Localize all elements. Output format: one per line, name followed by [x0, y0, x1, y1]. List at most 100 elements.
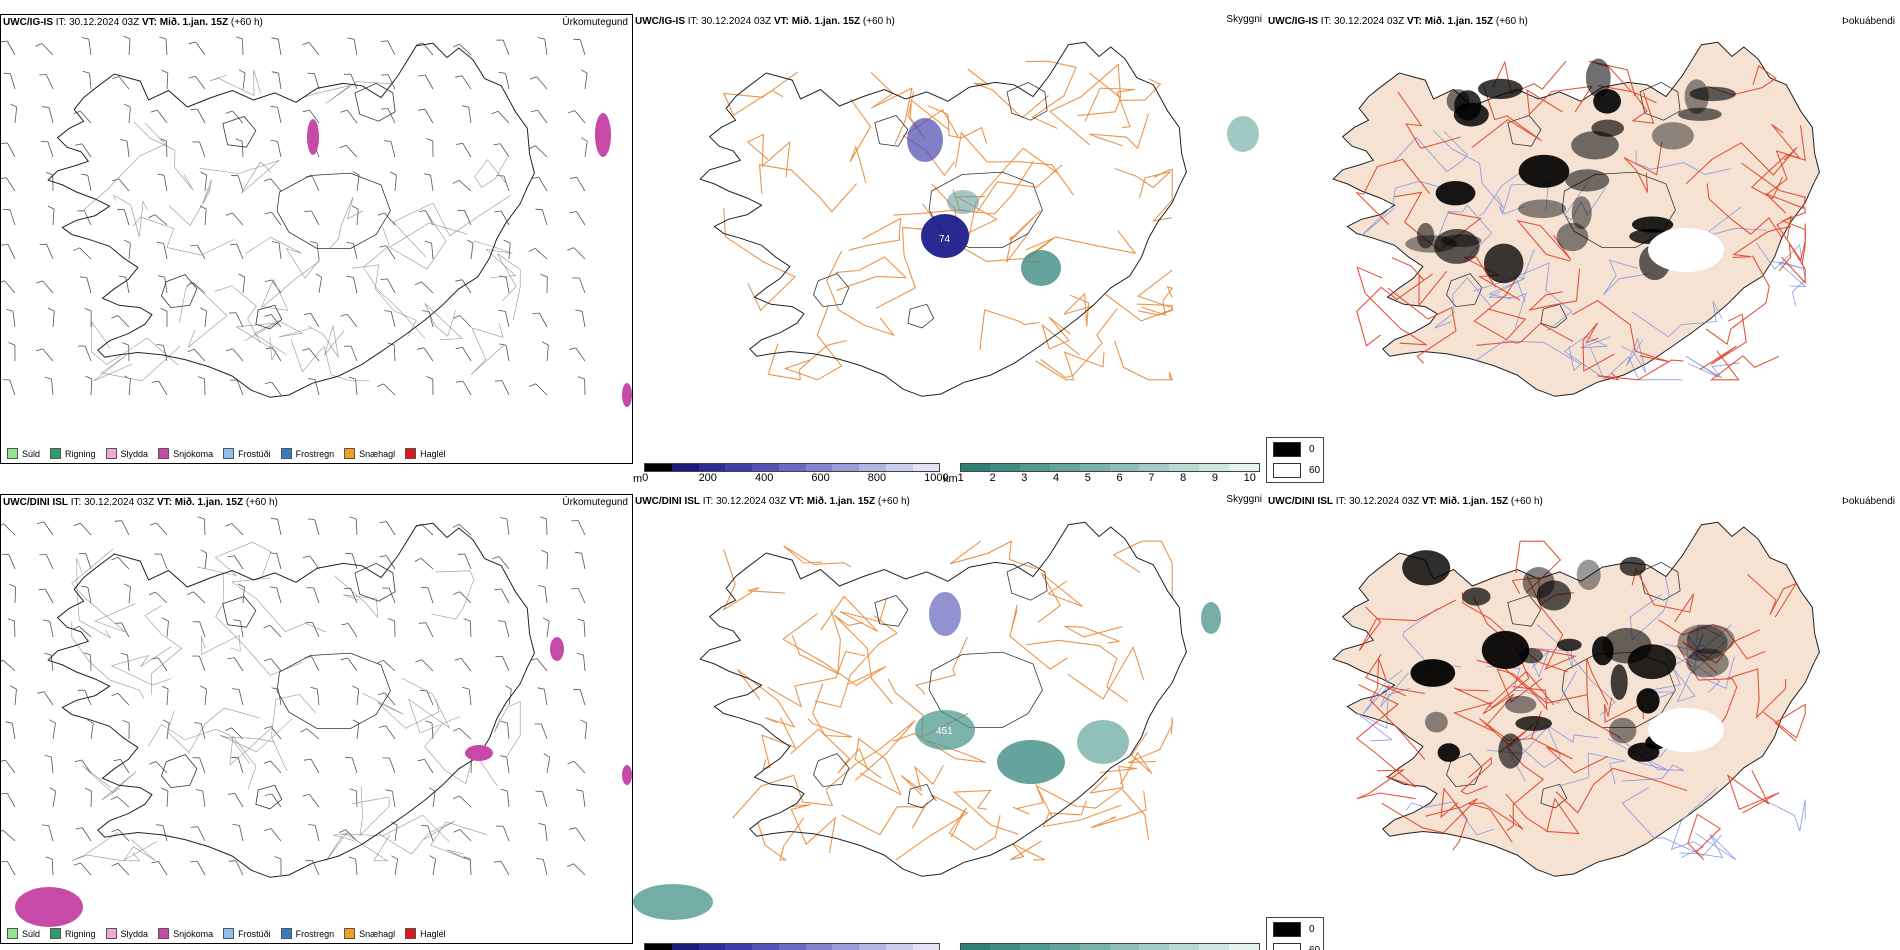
precip-type-legend: Súld Rigning Slydda Snjókoma Frostúði Frostre…: [7, 448, 446, 459]
iceland-coastline: [1332, 41, 1820, 397]
glacier-outline: [813, 273, 850, 308]
fog-legend-label: 60: [1309, 945, 1320, 950]
panel-header-run-info: UWC/IG-IS IT: 30.12.2024 03Z VT: Mið. 1.…: [635, 16, 895, 27]
fog-signal-area: [1627, 644, 1677, 680]
peak-height-label: 451: [936, 726, 953, 737]
legend-label: Haglél: [420, 928, 446, 939]
fog-signal-area: [1627, 742, 1660, 762]
legend-label: Snjókoma: [173, 928, 214, 939]
legend-swatch: [50, 928, 62, 939]
fog-legend-swatch: [1273, 943, 1301, 950]
valid-time-value: Mið. 1.jan. 15Z: [159, 17, 229, 28]
glacier-outline: [1540, 303, 1568, 329]
low-cloud-area: [907, 118, 943, 162]
legend-swatch: [105, 928, 117, 939]
glacier-outline: [928, 651, 1043, 729]
iceland-coastline: [1332, 521, 1820, 877]
legend-swatch: [344, 448, 356, 459]
model-name: UWC/DINI ISL: [1268, 496, 1333, 507]
road-network: [71, 541, 521, 862]
low-cloud-area: [921, 214, 969, 258]
iceland-coastline: [699, 521, 1187, 877]
glacier-outline: [255, 784, 283, 810]
model-name: UWC/IG-IS: [635, 16, 685, 27]
fog-signal-area: [1576, 559, 1601, 590]
precip-type-panel: UWC/IG-IS IT: 30.12.2024 03Z VT: Mið. 1.…: [0, 14, 633, 464]
colorbar-swatches: [959, 463, 1260, 472]
colorbar-tick: 600: [811, 472, 830, 484]
legend-item: Haglél: [405, 928, 446, 939]
fog-signal-area: [1437, 743, 1460, 762]
colorbar-tick: 1000: [924, 472, 949, 484]
glacier-no-data-area: [1648, 708, 1724, 752]
legend-item: Snjókoma: [158, 928, 213, 939]
fog-signal-area: [1425, 711, 1448, 733]
init-time-label: IT:: [702, 496, 714, 507]
model-name: UWC/DINI ISL: [635, 496, 700, 507]
fog-signal-area: [1556, 222, 1589, 252]
fog-signal-area: [1677, 624, 1728, 662]
legend-label: Snjókoma: [173, 448, 214, 459]
init-time-value: 30.12.2024 03Z: [69, 17, 140, 28]
glacier-outline: [874, 595, 909, 627]
panel-parameter-title: Úrkomutegund: [562, 497, 628, 508]
legend-swatch: [223, 448, 235, 459]
colorbar-tick: 8: [1180, 472, 1187, 484]
fog-indicator-panel: UWC/IG-IS IT: 30.12.2024 03Z VT: Mið. 1.…: [1266, 14, 1899, 489]
legend-item: Súld: [7, 928, 40, 939]
init-time-label: IT:: [55, 17, 67, 28]
wind-barbs: [1, 516, 588, 876]
snow-area: [465, 745, 493, 761]
fog-signal-area: [1610, 664, 1628, 700]
fog-signal-area: [1518, 154, 1570, 188]
low-visibility-area: [915, 710, 975, 750]
fog-signal-area: [1686, 648, 1729, 678]
colorbar-tick: 6: [1116, 472, 1123, 484]
glacier-outline: [1540, 783, 1568, 809]
fog-signal-area: [1631, 216, 1674, 233]
legend-label: Frostregn: [295, 928, 335, 939]
fog-legend-swatch: [1273, 922, 1301, 937]
colorbar-tick: 4: [1053, 472, 1060, 484]
init-time-value: 30.12.2024 03Z: [701, 16, 772, 27]
legend-item: Súld: [7, 448, 40, 459]
colorbar-swatches: [644, 943, 941, 950]
fog-signal-area: [1519, 648, 1543, 664]
fog-legend-swatch: [1273, 463, 1301, 478]
glacier-outline: [255, 304, 283, 330]
fog-signal-area: [1434, 228, 1480, 264]
legend-item: Frostúði: [223, 448, 271, 459]
glacier-outline: [1446, 273, 1483, 308]
legend-label: Súld: [22, 448, 41, 459]
road-network: [80, 69, 521, 382]
lead-time: (+60 h): [862, 16, 895, 27]
legend-swatch: [105, 448, 117, 459]
colorbar-tick: 800: [867, 472, 887, 484]
low-visibility-area: [1227, 116, 1259, 152]
fog-signal-area: [1686, 624, 1735, 655]
wind-barbs: [1, 35, 588, 396]
colorbar-swatches: [959, 943, 1260, 950]
fog-indicator-panel: UWC/DINI ISL IT: 30.12.2024 03Z VT: Mið.…: [1266, 494, 1899, 950]
panel-parameter-title: Skyggni: [1226, 14, 1262, 25]
iceland-coastline: [47, 522, 535, 878]
valid-time-label: VT:: [788, 496, 804, 507]
fog-signal-area: [1402, 550, 1451, 586]
legend-item: Frostregn: [280, 928, 335, 939]
model-name: UWC/IG-IS: [1268, 16, 1318, 27]
init-time-value: 30.12.2024 03Z: [1334, 16, 1405, 27]
valid-time-value: Mið. 1.jan. 15Z: [1439, 496, 1509, 507]
lead-time: (+60 h): [1495, 16, 1528, 27]
panel-header-run-info: UWC/DINI ISL IT: 30.12.2024 03Z VT: Mið.…: [635, 496, 910, 507]
legend-label: Rigning: [65, 448, 96, 459]
init-time-label: IT:: [1320, 16, 1332, 27]
map-svg: [1, 516, 632, 927]
legend-label: Haglél: [420, 448, 446, 459]
legend-item: Slydda: [105, 928, 148, 939]
legend-item: Rigning: [50, 448, 96, 459]
panel-header-run-info: UWC/DINI ISL IT: 30.12.2024 03Z VT: Mið.…: [3, 497, 278, 508]
snow-area: [550, 637, 564, 661]
legend-item: Haglél: [405, 448, 446, 459]
fog-legend-swatch: [1273, 442, 1301, 457]
